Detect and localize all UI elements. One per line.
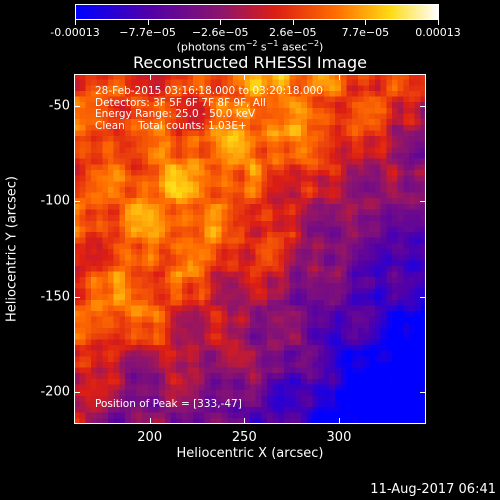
colorbar-tick-label: −2.6e−05 [191,26,249,39]
x-tick [338,418,340,424]
annotation-time-range: 28-Feb-2015 03:16:18.000 to 03:20:18.000 [95,85,323,97]
y-tick [74,106,80,108]
colorbar-units: (photons cm−2 s−1 asec−2) [176,39,324,54]
colorbar-tick [147,20,149,25]
x-axis-title: Heliocentric X (arcsec) [176,446,324,461]
colorbar-tick [365,20,367,25]
y-tick [74,391,80,393]
x-tick [244,74,246,80]
colorbar-tick-label: -0.00013 [50,26,100,39]
x-tick [149,74,151,80]
y-tick [74,296,80,298]
colorbar-tick [292,20,294,25]
colorbar-tick-label: 7.7e−05 [341,26,390,39]
x-tick [244,418,246,424]
chart-title: Reconstructed RHESSI Image [133,53,367,72]
y-tick [420,391,426,393]
y-tick [420,296,426,298]
annotation-detectors: Detectors: 3F 5F 6F 7F 8F 9F, All [95,96,266,109]
colorbar-tick [220,20,222,25]
image-annotations: 28-Feb-2015 03:16:18.000 to 03:20:18.000… [95,85,323,132]
y-tick-label: -50 [48,98,70,114]
x-tick-label: 250 [231,430,257,445]
y-tick [74,201,80,203]
x-tick-label: 200 [137,430,163,445]
x-tick-label: 300 [326,430,352,445]
colorbar-tick-label: −7.7e−05 [119,26,176,39]
annotation-peak-position: Position of Peak = [333,-47] [95,398,242,410]
y-tick-label: -150 [40,289,70,305]
x-tick [149,418,151,424]
y-tick [420,201,426,203]
y-axis-title: Heliocentric Y (arcsec) [4,176,20,322]
colorbar [75,4,439,20]
colorbar-tick-label: 2.6e−05 [269,26,317,39]
colorbar-tick [75,20,76,25]
y-tick [420,106,426,108]
plot-area[interactable] [74,74,426,424]
timestamp: 11-Aug-2017 06:41 [370,482,496,497]
y-tick-label: -100 [40,193,70,209]
colorbar-tick [438,20,439,25]
x-tick [338,74,340,80]
y-tick-label: -200 [40,384,70,400]
annotation-energy-range: Energy Range: 25.0 - 50.0 keV [95,108,256,120]
heatmap-image [74,74,426,424]
annotation-clean-counts: Clean Total counts: 1.03E+ [95,119,247,132]
colorbar-tick-label: 0.00013 [415,26,461,39]
